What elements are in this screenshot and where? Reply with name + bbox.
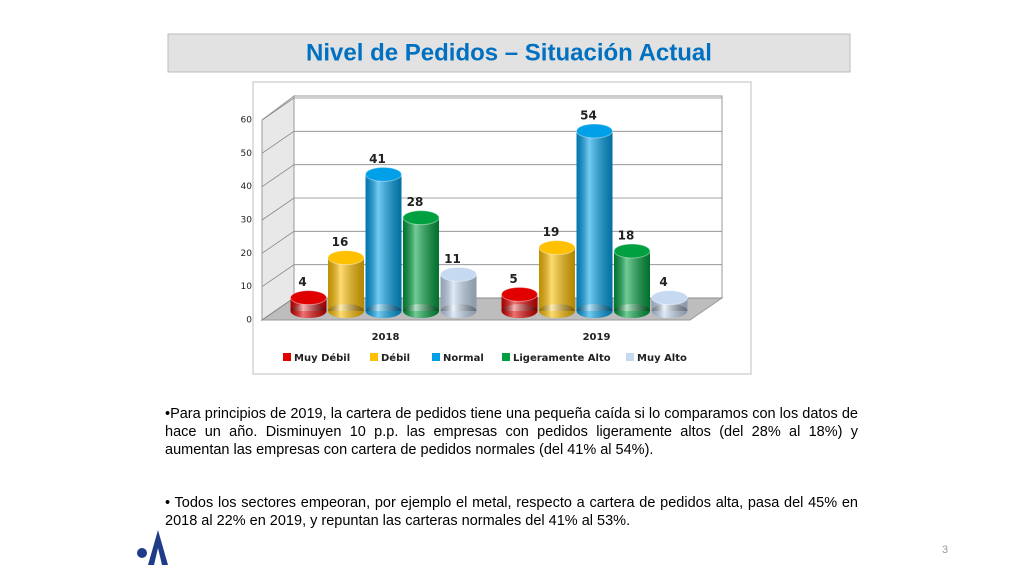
bar-shade bbox=[614, 251, 650, 311]
bar-shade bbox=[539, 247, 575, 311]
bar-top bbox=[327, 250, 365, 266]
y-tick-label: 30 bbox=[241, 216, 253, 226]
bar-bottom-shade bbox=[614, 304, 650, 318]
bar-top bbox=[440, 266, 477, 282]
bar-bottom-shade bbox=[365, 304, 402, 318]
bar-top bbox=[501, 286, 538, 302]
y-tick-label: 50 bbox=[241, 149, 253, 159]
bar-top bbox=[613, 243, 651, 259]
bar-top bbox=[538, 240, 576, 256]
y-tick-label: 60 bbox=[241, 116, 253, 126]
legend-swatch bbox=[432, 353, 440, 361]
paragraph: • Todos los sectores empeoran, por ejemp… bbox=[165, 495, 858, 529]
legend-swatch bbox=[370, 353, 378, 361]
y-tick-label: 20 bbox=[241, 249, 253, 259]
bar-bottom-shade bbox=[539, 304, 575, 318]
legend-swatch bbox=[502, 353, 510, 361]
grid-line bbox=[261, 97, 722, 121]
data-label: 11 bbox=[444, 252, 461, 266]
y-tick-label: 40 bbox=[241, 182, 253, 192]
bar-bottom-shade bbox=[328, 304, 364, 318]
bar-bottom-shade bbox=[440, 304, 477, 318]
data-label: 28 bbox=[407, 195, 424, 209]
legend-label: Ligeramente Alto bbox=[513, 353, 611, 364]
logo bbox=[137, 530, 168, 565]
page-number: 3 bbox=[942, 544, 948, 556]
data-label: 41 bbox=[369, 152, 386, 166]
slide-title: Nivel de Pedidos – Situación Actual bbox=[306, 39, 712, 66]
title-box bbox=[167, 33, 851, 73]
bar-top bbox=[365, 166, 402, 182]
bar-bottom-shade bbox=[290, 304, 327, 318]
bar-top bbox=[402, 210, 440, 226]
y-tick-label: 0 bbox=[246, 316, 252, 326]
legend-swatch bbox=[283, 353, 291, 361]
side-wall bbox=[261, 95, 295, 321]
bar-shade bbox=[328, 257, 364, 311]
data-label: 4 bbox=[298, 275, 306, 289]
data-label: 16 bbox=[332, 235, 349, 249]
x-tick-label: 2019 bbox=[583, 332, 611, 343]
paragraph: •Para principios de 2019, la cartera de … bbox=[165, 406, 858, 458]
bar-bottom-shade bbox=[501, 304, 538, 318]
data-label: 5 bbox=[509, 272, 517, 286]
legend-label: Muy Débil bbox=[294, 352, 350, 364]
plot: 0 10 20 30 40 50 60 2018 4 16 41 28 11 2019 5 19 54 18 4 Mu… bbox=[241, 97, 722, 364]
bar-top bbox=[576, 123, 613, 139]
bar-shade bbox=[576, 131, 613, 311]
data-label: 19 bbox=[543, 225, 560, 239]
data-label: 18 bbox=[618, 229, 635, 243]
x-tick-label: 2018 bbox=[372, 332, 400, 343]
bar-top bbox=[290, 290, 327, 306]
bar-shade bbox=[365, 174, 402, 311]
bar-shade bbox=[403, 217, 439, 311]
data-label: 4 bbox=[659, 275, 667, 289]
legend-label: Débil bbox=[381, 352, 410, 364]
legend-label: Muy Alto bbox=[637, 353, 687, 364]
bar-bottom-shade bbox=[576, 304, 613, 318]
data-label: 54 bbox=[580, 109, 597, 123]
bar-bottom-shade bbox=[403, 304, 439, 318]
bar-bottom-shade bbox=[651, 304, 688, 318]
legend-swatch bbox=[626, 353, 634, 361]
legend-label: Normal bbox=[443, 353, 484, 364]
bar-top bbox=[651, 290, 688, 306]
y-tick-label: 10 bbox=[241, 282, 253, 292]
